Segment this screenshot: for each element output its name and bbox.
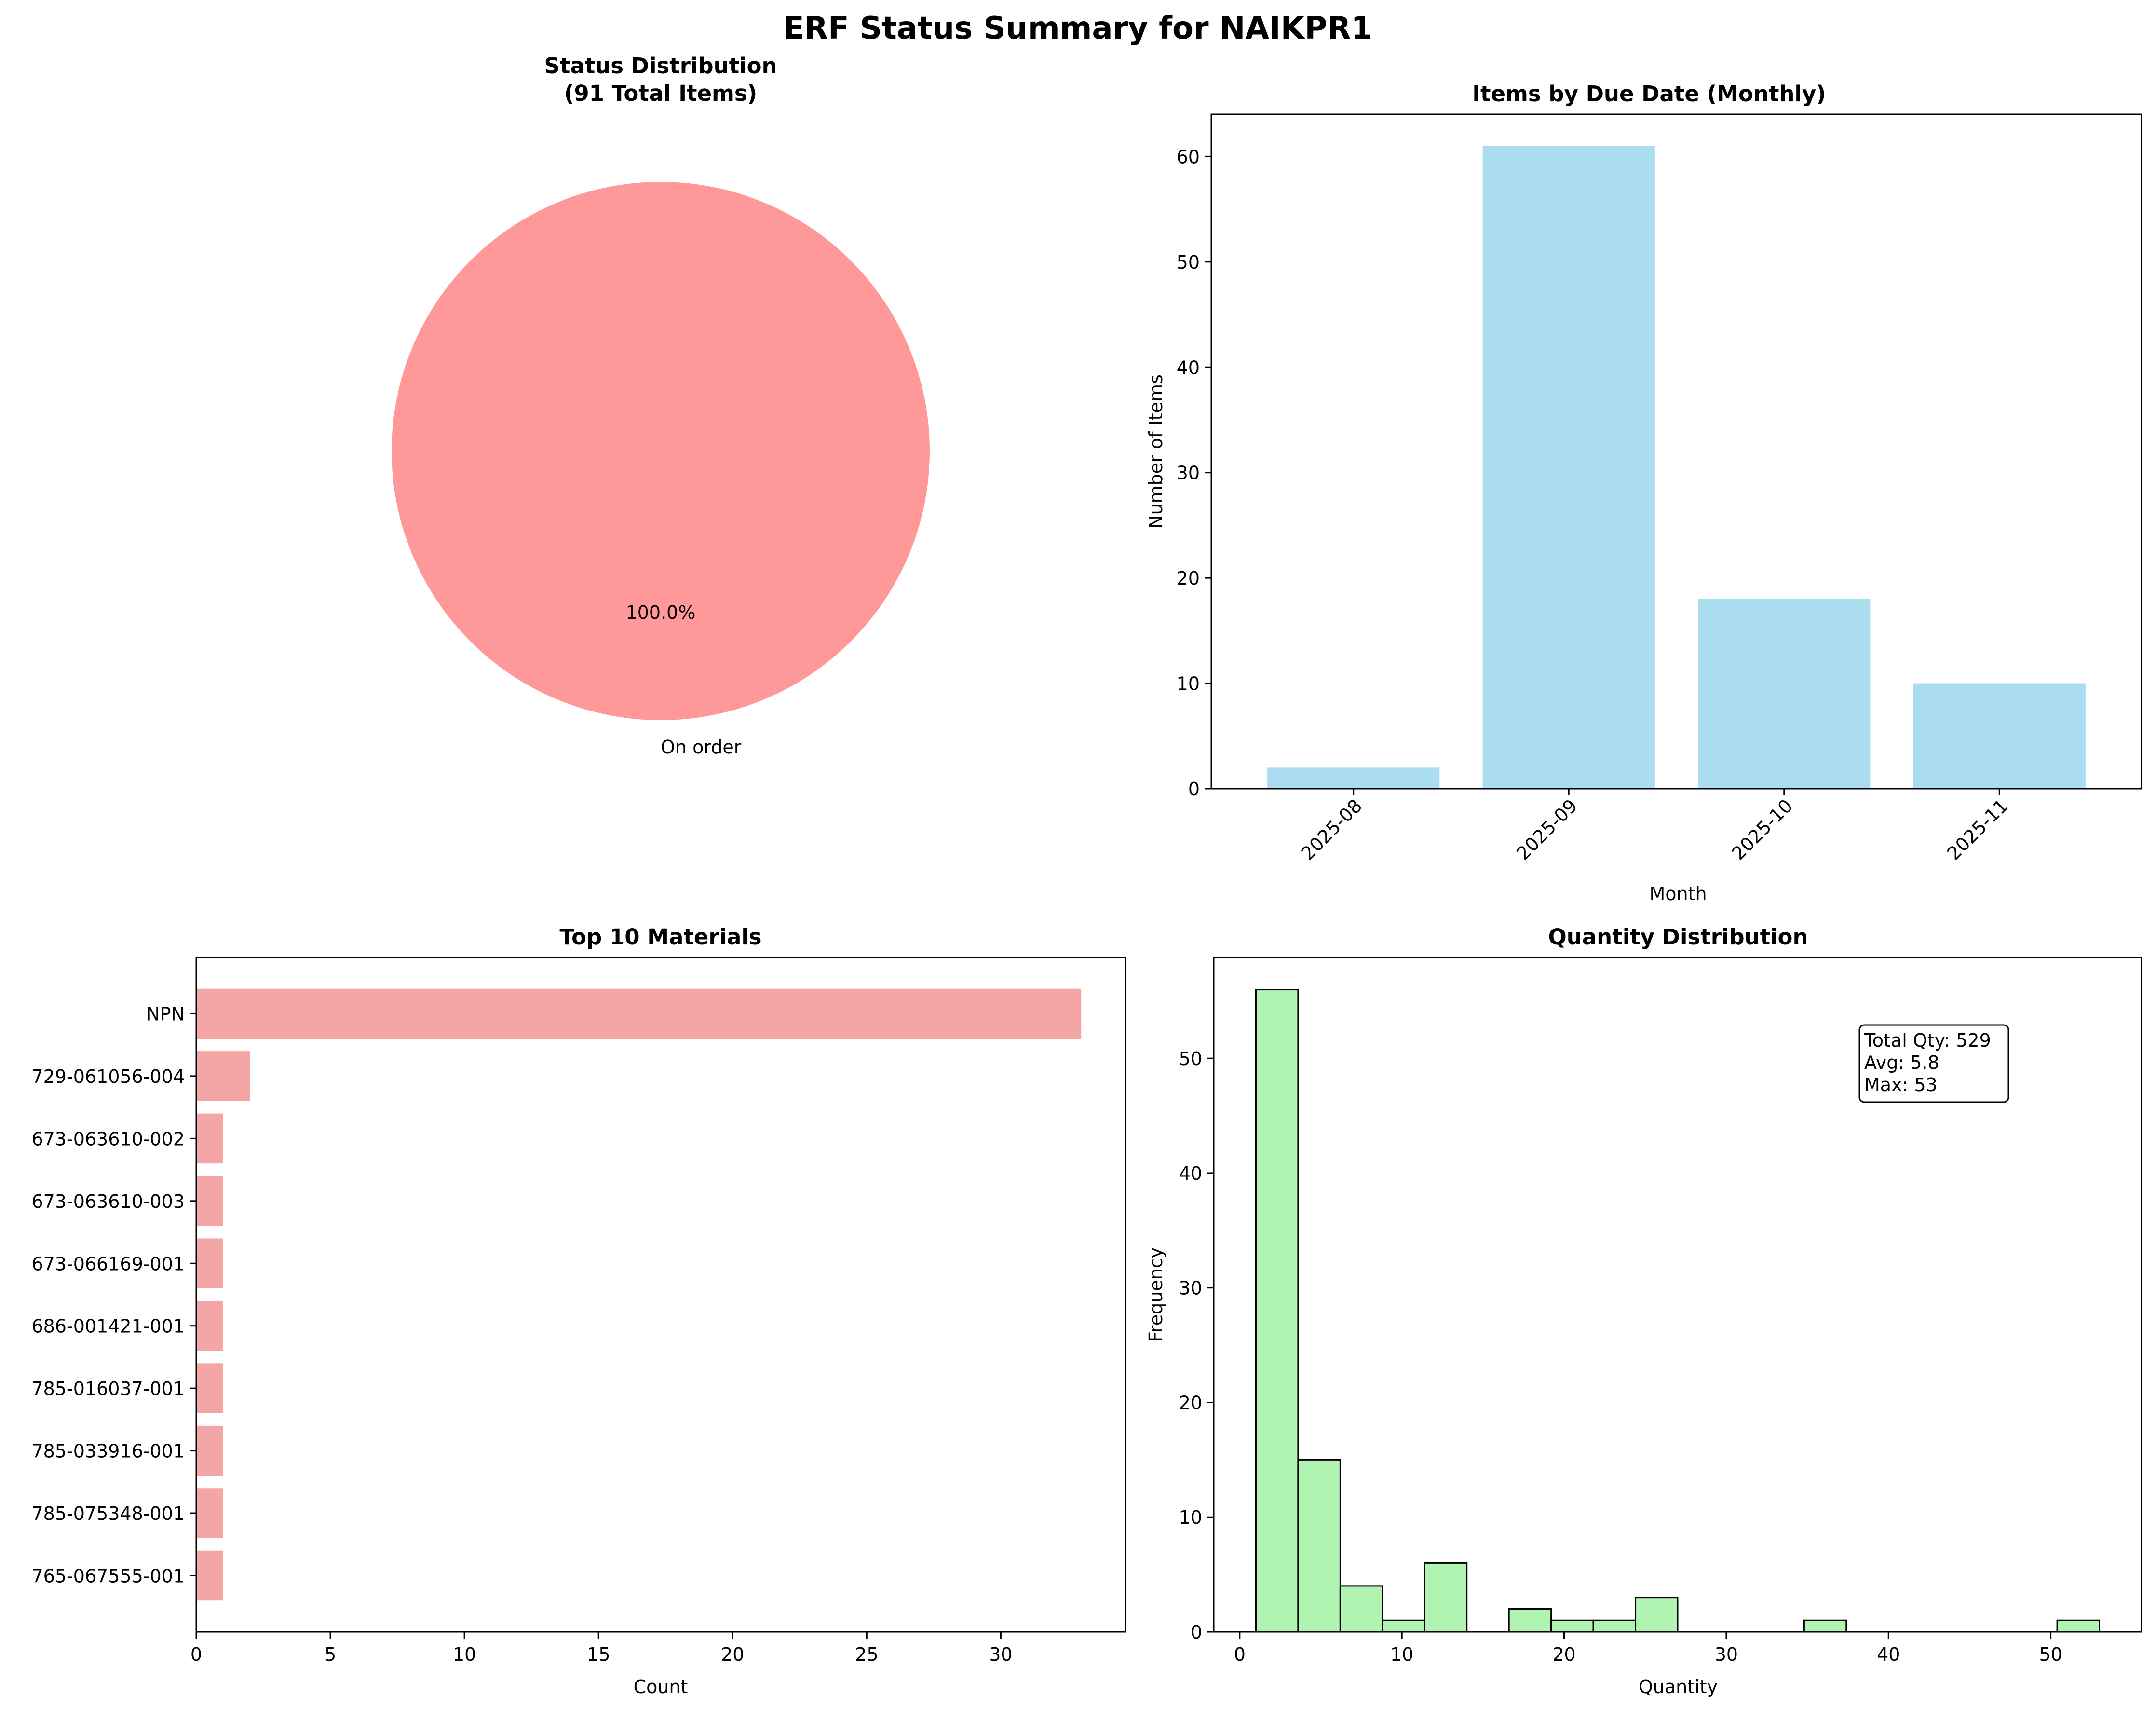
histogram-stats-box: Total Qty: 529 Avg: 5.8 Max: 53 [1858, 1024, 2009, 1103]
materials-x-tick-label: 5 [325, 1644, 336, 1665]
monthly-axes-frame [1210, 113, 2142, 790]
pie-title-line-2: (91 Total Items) [564, 81, 757, 106]
histogram-axes-frame [1213, 957, 2142, 1633]
monthly-y-tick-label: 20 [1177, 568, 1200, 589]
histogram-bin [1255, 989, 1299, 1633]
pie-title-line-1: Status Distribution [544, 53, 777, 79]
stats-max: Max: 53 [1864, 1074, 1938, 1095]
material-label: 673-066169-001 [31, 1253, 185, 1274]
histogram-x-tick-label: 10 [1390, 1644, 1413, 1665]
material-label: 785-075348-001 [31, 1503, 185, 1524]
materials-title: Top 10 Materials [559, 924, 761, 950]
monthly-bar [1482, 146, 1655, 789]
material-label: 765-067555-001 [31, 1566, 185, 1587]
materials-bar-chart: Top 10 Materials NPN 729-061056-004 673-06… [31, 924, 1126, 1697]
histogram-y-tick-label: 10 [1179, 1507, 1202, 1528]
histogram-title: Quantity Distribution [1548, 924, 1808, 950]
material-bar [196, 1550, 223, 1601]
materials-x-tick-label: 25 [855, 1644, 878, 1665]
histogram-y-tick-label: 40 [1179, 1163, 1202, 1184]
material-label: 686-001421-001 [31, 1316, 185, 1337]
histogram-bin [1508, 1608, 1552, 1633]
histogram-x-tick-label: 40 [1877, 1644, 1900, 1665]
material-bar [196, 1488, 223, 1538]
monthly-bar [1267, 767, 1440, 789]
monthly-bar [1913, 683, 2086, 789]
monthly-y-tick-label: 30 [1177, 463, 1200, 484]
monthly-y-tick-label: 10 [1177, 673, 1200, 695]
material-bar [196, 1113, 223, 1164]
material-label: 785-033916-001 [31, 1441, 185, 1462]
material-bar [196, 1238, 223, 1289]
monthly-bar [1698, 599, 1871, 789]
status-pie-chart: Status Distribution (91 Total Items) On … [392, 53, 930, 758]
materials-x-tick-label: 10 [453, 1644, 476, 1665]
histogram-bin [1382, 1619, 1425, 1633]
histogram-bin [1297, 1459, 1341, 1633]
histogram-x-tick-label: 20 [1552, 1644, 1575, 1665]
materials-axes-frame [195, 957, 1126, 1633]
material-label: 673-063610-003 [31, 1191, 185, 1212]
histogram-bin [1424, 1562, 1468, 1633]
material-bar [196, 1363, 223, 1413]
stats-average: Avg: 5.8 [1864, 1052, 1939, 1073]
material-bar [196, 1300, 223, 1351]
histogram-x-axis-label: Quantity [1639, 1676, 1718, 1697]
stats-total-qty: Total Qty: 529 [1864, 1030, 1991, 1051]
histogram-bin [1803, 1619, 1847, 1633]
monthly-y-tick-label: 40 [1177, 357, 1200, 378]
stats-box-frame [1858, 1024, 2009, 1103]
histogram-y-tick-label: 0 [1191, 1622, 1202, 1643]
quantity-histogram: Quantity Distribution 0 10 20 30 40 50 0 10 20 30… [1145, 924, 2142, 1697]
pie-slice [392, 182, 930, 720]
material-label: 673-063610-002 [31, 1128, 185, 1149]
histogram-x-tick-label: 50 [2039, 1644, 2062, 1665]
material-bar [196, 988, 1082, 1039]
materials-x-tick-label: 15 [587, 1644, 610, 1665]
materials-x-tick-label: 20 [721, 1644, 744, 1665]
material-label: 729-061056-004 [31, 1066, 185, 1087]
monthly-x-axis-label: Month [1649, 883, 1707, 904]
histogram-y-tick-label: 30 [1179, 1278, 1202, 1299]
pie-slice-label: On order [661, 737, 742, 758]
histogram-bin [1339, 1585, 1383, 1633]
material-label: NPN [146, 1004, 185, 1025]
histogram-bin [1550, 1619, 1594, 1633]
histogram-bin [2056, 1619, 2101, 1633]
material-bar [196, 1051, 250, 1101]
histogram-x-tick-label: 30 [1715, 1644, 1738, 1665]
monthly-y-tick-label: 60 [1177, 146, 1200, 167]
histogram-bin [1635, 1597, 1679, 1633]
material-label: 785-016037-001 [31, 1378, 185, 1399]
material-bar [196, 1425, 223, 1476]
histogram-bin [1592, 1619, 1637, 1633]
material-bar [196, 1176, 223, 1226]
materials-x-axis-label: Count [634, 1676, 688, 1697]
monthly-title: Items by Due Date (Monthly) [1472, 81, 1826, 107]
histogram-y-tick-label: 50 [1179, 1048, 1202, 1069]
pie-percent-label: 100.0% [626, 602, 696, 623]
histogram-x-tick-label: 0 [1234, 1644, 1246, 1665]
histogram-y-axis-label: Frequency [1145, 1247, 1166, 1342]
materials-x-tick-label: 0 [190, 1644, 202, 1665]
monthly-y-tick-label: 50 [1177, 252, 1200, 273]
monthly-y-axis-label: Number of Items [1145, 374, 1166, 529]
monthly-y-tick-label: 0 [1188, 779, 1200, 800]
histogram-y-tick-label: 20 [1179, 1392, 1202, 1413]
figure-title: ERF Status Summary for NAIKPR1 [783, 11, 1372, 46]
materials-x-tick-label: 30 [989, 1644, 1012, 1665]
